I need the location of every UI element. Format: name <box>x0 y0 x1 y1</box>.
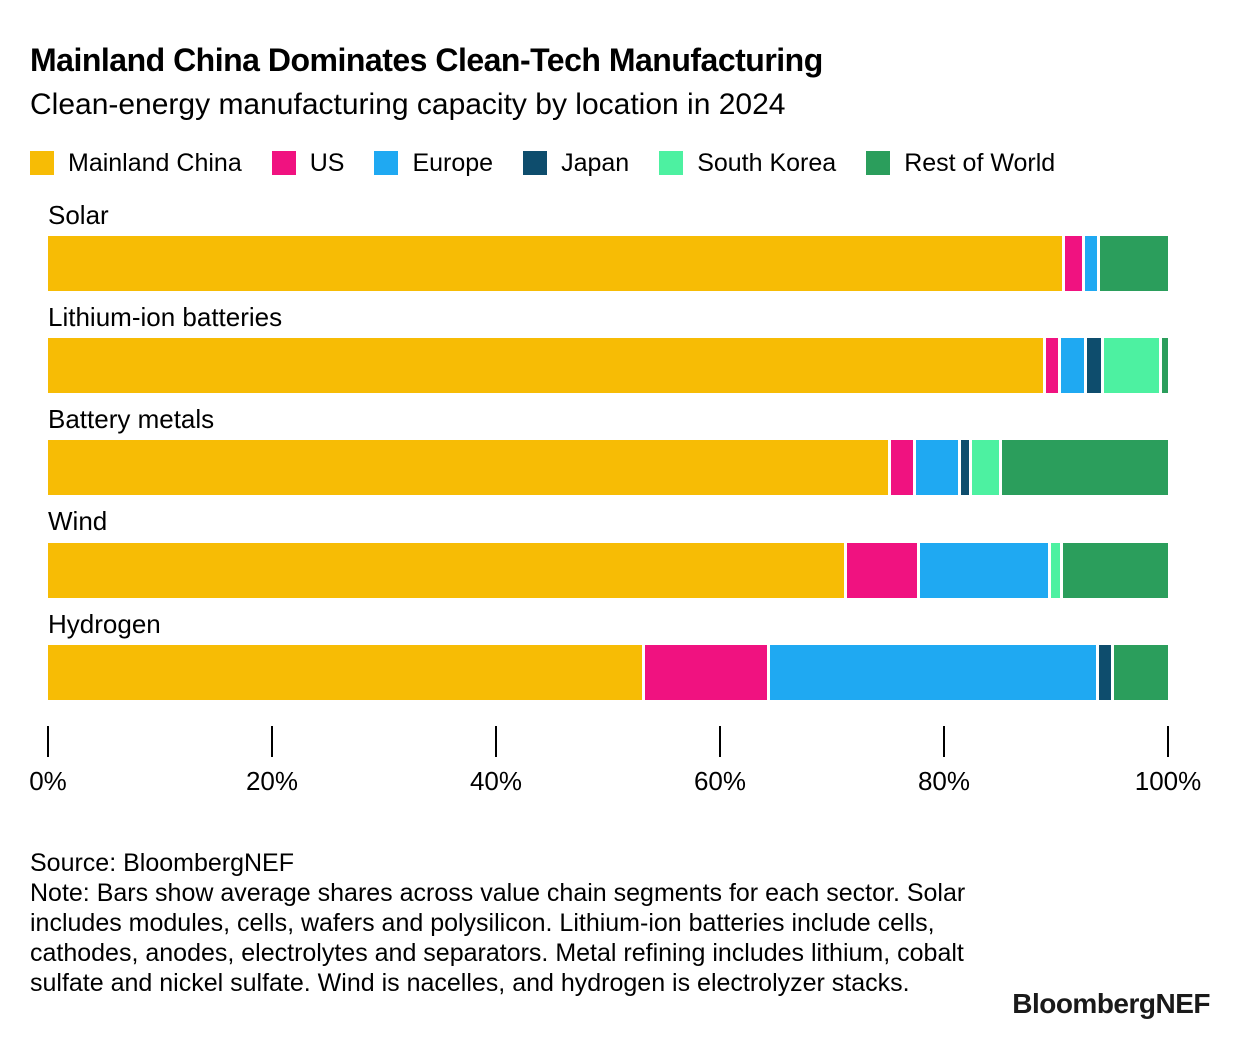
footnotes: Source: BloombergNEF Note: Bars show ave… <box>30 848 1008 998</box>
bar-segment-us <box>644 644 767 700</box>
legend-swatch-icon <box>374 151 399 176</box>
axis-tick-mark <box>271 725 273 757</box>
legend-item-south-korea: South Korea <box>659 149 836 178</box>
source-text: Source: BloombergNEF <box>30 848 295 877</box>
bar-segment-us <box>890 440 913 496</box>
bloombergnef-logo: BloombergNEF <box>1012 988 1210 1019</box>
legend-swatch-icon <box>659 151 684 176</box>
legend-item-japan: Japan <box>523 149 629 178</box>
bar-segment-south-korea <box>971 440 1000 496</box>
bar-row-battery-metals: Battery metals <box>48 404 1168 496</box>
bar-segment-europe <box>769 644 1096 700</box>
stacked-bar-hydrogen <box>48 644 1168 700</box>
bar-segment-japan <box>1098 644 1111 700</box>
legend-item-us: US <box>271 148 345 178</box>
legend-label: Rest of World <box>904 148 1056 177</box>
axis-tick-mark <box>1167 725 1169 757</box>
axis-tick-label: 0% <box>29 765 67 796</box>
legend-swatch-icon <box>271 151 296 176</box>
page-subtitle: Clean-energy manufacturing capacity by l… <box>30 87 786 121</box>
legend-item-rest-of-world: Rest of World <box>866 149 1055 178</box>
stacked-bar-solar <box>48 235 1168 291</box>
bar-segment-japan <box>960 440 969 496</box>
legend-label: US <box>309 148 345 177</box>
bars-container: Solar Lithium-ion batteries Battery metals… <box>48 200 1168 700</box>
bar-segment-europe <box>1060 338 1084 394</box>
page-title: Mainland China Dominates Clean-Tech Manu… <box>30 42 823 78</box>
bar-segment-rest-of-world <box>1162 338 1168 394</box>
bar-segment-europe <box>920 542 1048 598</box>
bar-segment-rest-of-world <box>1100 235 1168 291</box>
bar-segment-rest-of-world <box>1002 440 1168 496</box>
note-text: Note: Bars show average shares across va… <box>30 878 966 997</box>
axis-tick-mark <box>943 725 945 757</box>
axis-tick-label: 80% <box>917 765 971 796</box>
legend-item-mainland-china: Mainland China <box>30 149 242 178</box>
bar-segment-south-korea <box>1104 338 1160 394</box>
bar-row-lithium-ion-batteries: Lithium-ion batteries <box>48 301 1168 394</box>
axis-tick-label: 20% <box>245 765 299 796</box>
bar-row-hydrogen: Hydrogen <box>48 609 1168 700</box>
bar-segment-south-korea <box>1050 542 1060 598</box>
x-axis: 0% 20% 40% 60% 80% 100% <box>29 725 1201 798</box>
bar-segment-us <box>1045 338 1058 394</box>
axis-tick-label: 40% <box>469 765 523 796</box>
stacked-bar-wind <box>48 542 1168 598</box>
axis-tick-mark <box>495 725 497 757</box>
stacked-bar-chart: Solar Lithium-ion batteries Battery metals… <box>29 200 1201 798</box>
legend-label: Europe <box>412 148 494 177</box>
legend-swatch-icon <box>30 151 54 176</box>
bar-row-wind: Wind <box>48 506 1168 598</box>
axis-tick-label: 100% <box>1134 765 1202 796</box>
bar-segment-mainland-china <box>48 542 844 598</box>
bar-segment-europe <box>915 440 958 496</box>
legend-swatch-icon <box>866 151 891 176</box>
legend-item-europe: Europe <box>374 149 493 178</box>
stacked-bar-battery-metals <box>48 440 1168 496</box>
bar-segment-rest-of-world <box>1113 644 1168 700</box>
legend-label: Japan <box>561 148 630 177</box>
axis-tick-label: 60% <box>693 765 747 796</box>
legend-label: Mainland China <box>68 148 242 177</box>
axis-tick-mark <box>47 725 49 757</box>
bar-segment-japan <box>1086 338 1102 394</box>
category-label-lithium-ion-batteries: Lithium-ion batteries <box>48 301 283 332</box>
category-label-hydrogen: Hydrogen <box>48 608 161 639</box>
legend-label: South Korea <box>697 148 837 177</box>
legend-swatch-icon <box>523 151 548 176</box>
bar-segment-us <box>846 542 918 598</box>
legend: Mainland China US Europe Japan South Korea Re… <box>30 149 1210 178</box>
bar-segment-mainland-china <box>48 440 888 496</box>
category-label-battery-metals: Battery metals <box>48 404 215 435</box>
bar-segment-europe <box>1085 235 1098 291</box>
bar-segment-us <box>1065 235 1083 291</box>
bar-segment-mainland-china <box>48 338 1043 394</box>
bar-segment-mainland-china <box>48 644 642 700</box>
bar-segment-rest-of-world <box>1062 542 1168 598</box>
bar-segment-mainland-china <box>48 235 1063 291</box>
axis-tick-mark <box>719 725 721 757</box>
category-label-solar: Solar <box>48 199 109 230</box>
bar-row-solar: Solar <box>48 200 1168 291</box>
category-label-wind: Wind <box>48 506 108 537</box>
stacked-bar-lithium-ion-batteries <box>48 338 1168 394</box>
